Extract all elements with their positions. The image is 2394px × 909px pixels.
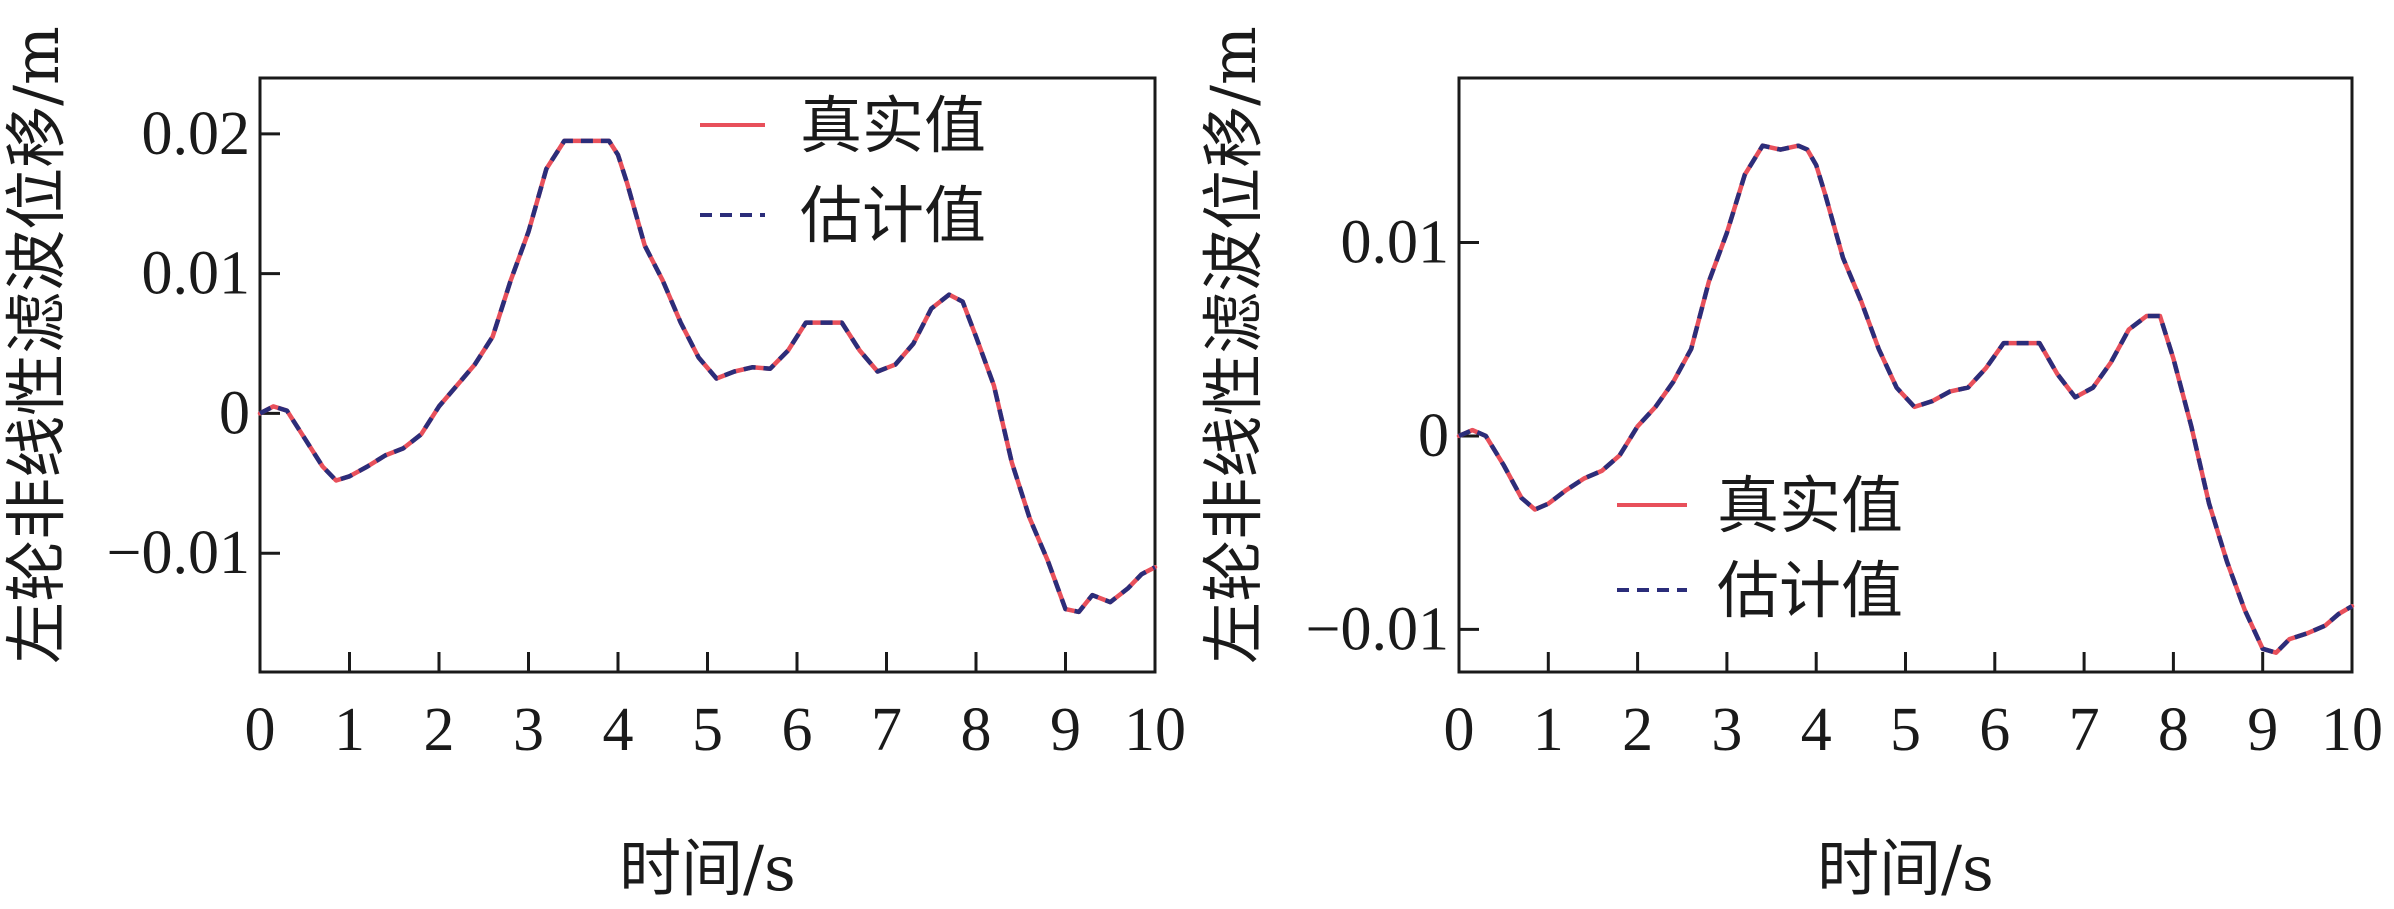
x-tick-label: 5: [692, 696, 723, 764]
x-tick-label: 8: [2158, 696, 2189, 764]
estimate-value-line: [1458, 143, 2354, 655]
estimate-value-line: [258, 138, 1157, 615]
x-tick-label: 8: [961, 696, 992, 764]
x-tick-label: 3: [1711, 696, 1742, 764]
legend-true-label: 真实值: [800, 89, 986, 162]
legend-true-label: 真实值: [1717, 469, 1903, 542]
x-tick-label: 5: [1890, 696, 1921, 764]
right-chart-panel: 0 1 2 3 4 5 6 7 8 9 10 0.01 0 −0.01 时间/s 左轮非线性滤波位移/m 真实值…: [1197, 0, 2394, 905]
x-axis-title: 时间/s: [1817, 832, 1994, 905]
y-tick-label: 0.01: [142, 240, 251, 308]
x-tick-label: 0: [245, 696, 276, 764]
y-axis-title: 左轮非线性滤波位移/m: [1197, 26, 1270, 664]
plot-frame: [258, 76, 1157, 674]
x-tick-label: 1: [334, 696, 365, 764]
x-tick-label: 4: [603, 696, 634, 764]
x-tick-label: 4: [1801, 696, 1832, 764]
y-tick-label: −0.01: [107, 519, 250, 587]
x-tick-label: 1: [1533, 696, 1564, 764]
y-tick-label: 0: [1418, 402, 1449, 470]
y-tick-label: 0.01: [1341, 208, 1450, 276]
left-chart-panel: 0 1 2 3 4 5 6 7 8 9 10 0.02 0.01 0 −0.01 时间/s 左轮非线性滤波位移/…: [0, 0, 1197, 905]
x-tick-label: 9: [1050, 696, 1081, 764]
true-value-line: [257, 138, 1158, 615]
x-tick-label: 2: [1622, 696, 1653, 764]
plot-frame: [1457, 76, 2354, 674]
y-tick-label: 0.02: [142, 100, 251, 168]
y-tick-label: 0: [219, 379, 250, 447]
x-tick-label: 10: [1124, 696, 1186, 764]
y-tick-label: −0.01: [1306, 595, 1449, 663]
x-tick-label: 6: [782, 696, 813, 764]
legend-estimate-label: 估计值: [800, 179, 986, 252]
x-tick-label: 10: [2321, 696, 2383, 764]
x-axis-title: 时间/s: [619, 832, 796, 905]
x-tick-label: 0: [1444, 696, 1475, 764]
x-tick-label: 9: [2247, 696, 2278, 764]
left-displacement-chart: 0 1 2 3 4 5 6 7 8 9 100.020.010−0.01时间/s左轮非线性滤波位移/…: [0, 26, 1186, 905]
x-tick-label: 2: [424, 696, 455, 764]
x-tick-label: 6: [1979, 696, 2010, 764]
x-tick-label: 7: [2069, 696, 2100, 764]
legend-estimate-label: 估计值: [1717, 554, 1903, 627]
y-axis-title: 左轮非线性滤波位移/m: [0, 26, 73, 664]
x-tick-label: 3: [513, 696, 544, 764]
x-tick-label: 7: [871, 696, 902, 764]
